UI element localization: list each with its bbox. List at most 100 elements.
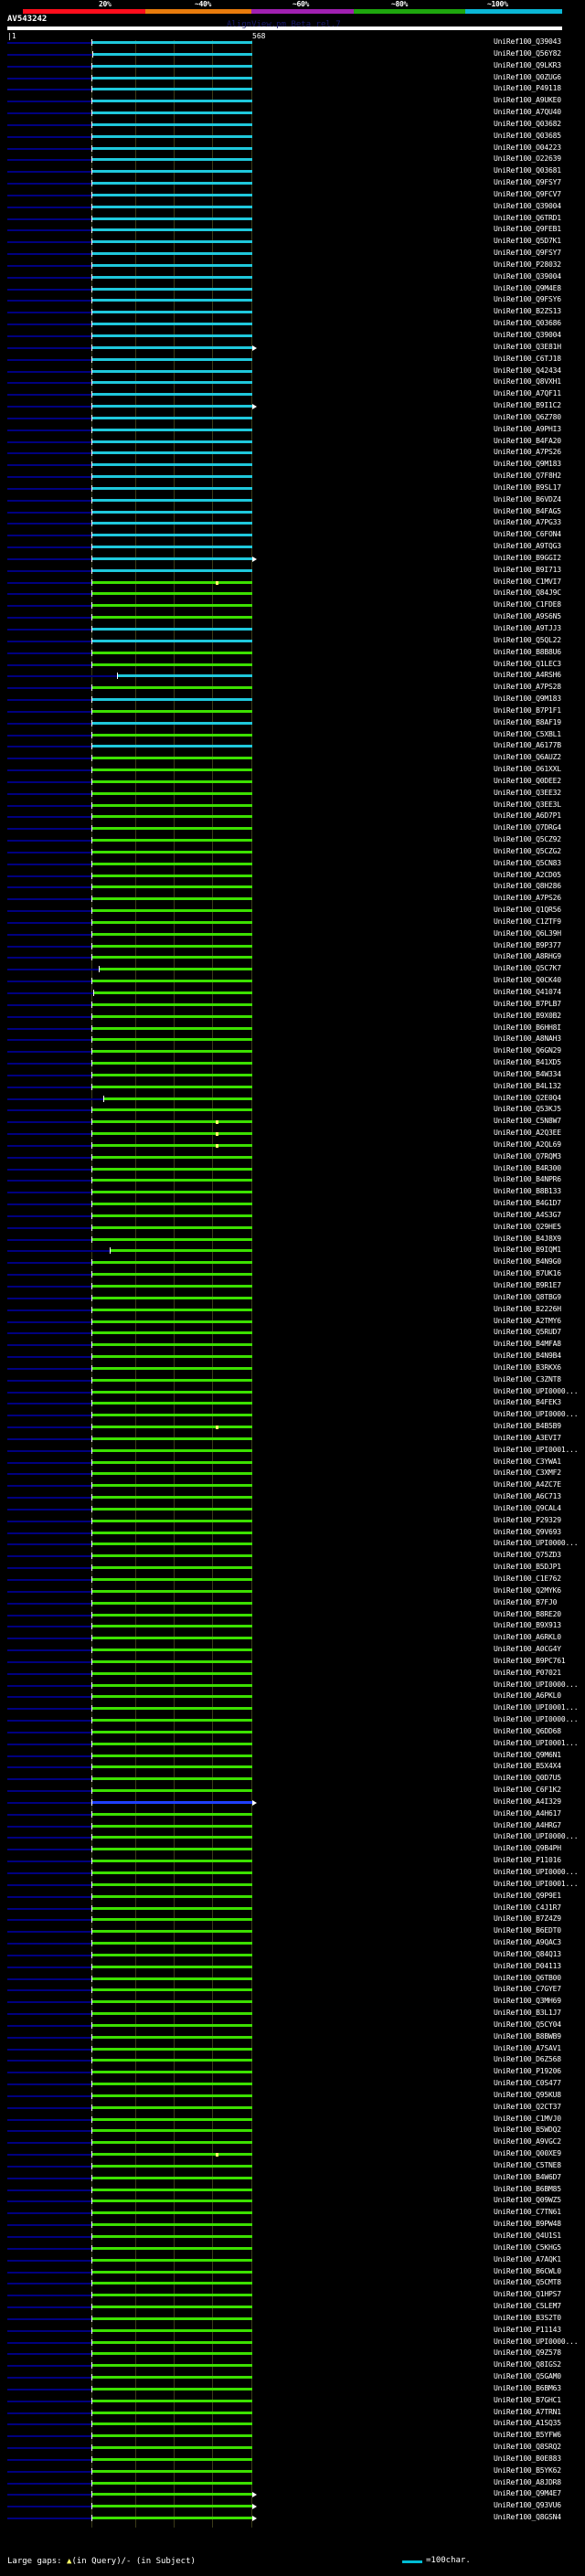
hsp-bar[interactable] [91,2328,252,2332]
hit-row[interactable]: UniRef100_Q1LEC3 [0,659,585,674]
hit-accession-label[interactable]: UniRef100_C6FON4 [494,530,561,539]
hit-accession-label[interactable]: UniRef100_Q5C7K7 [494,964,561,973]
hit-row[interactable]: UniRef100_Q5GAM0 [0,2373,585,2387]
hsp-bar[interactable] [91,1402,252,1405]
hit-row[interactable]: UniRef100_Q42434 [0,366,585,381]
hit-accession-label[interactable]: UniRef100_B7Z4Z9 [494,1914,561,1924]
hit-accession-label[interactable]: UniRef100_Q2E0Q4 [494,1093,561,1102]
hit-accession-label[interactable]: UniRef100_A9S6N5 [494,612,561,621]
hit-row[interactable]: UniRef100_A6D7P1 [0,812,585,826]
hit-row[interactable]: UniRef100_B4NPR6 [0,1176,585,1190]
hit-accession-label[interactable]: UniRef100_A9TQG3 [494,542,561,551]
hit-accession-label[interactable]: UniRef100_Q5QL22 [494,635,561,644]
hsp-bar[interactable] [91,1542,252,1546]
hsp-bar[interactable] [91,1237,252,1241]
hit-accession-label[interactable]: UniRef100_D6Z568 [494,2055,561,2064]
hit-accession-label[interactable]: UniRef100_B6BM85 [494,2184,561,2193]
hit-accession-label[interactable]: UniRef100_Q9FSY7 [494,178,561,187]
hsp-bar[interactable] [91,2083,252,2086]
hsp-bar[interactable] [91,956,252,959]
hit-accession-label[interactable]: UniRef100_B9R1E7 [494,1281,561,1289]
hit-accession-label[interactable]: UniRef100_Q1LEC3 [494,659,561,668]
hit-row[interactable]: UniRef100_UPI0001... [0,1880,585,1894]
hit-row[interactable]: UniRef100_P29329 [0,1516,585,1531]
hsp-bar[interactable] [91,839,252,843]
hit-accession-label[interactable]: UniRef100_A4HRG7 [494,1820,561,1829]
hit-accession-label[interactable]: UniRef100_Q2CT37 [494,2102,561,2111]
hit-accession-label[interactable]: UniRef100_A7PS28 [494,683,561,692]
hit-accession-label[interactable]: UniRef100_Q6TRD1 [494,213,561,222]
hit-accession-label[interactable]: UniRef100_B5DJP1 [494,1563,561,1572]
hit-accession-label[interactable]: UniRef100_Q1QR56 [494,906,561,915]
hsp-bar[interactable] [91,1942,252,1945]
hit-row[interactable]: UniRef100_D6Z568 [0,2055,585,2070]
hit-row[interactable]: UniRef100_Q9M4E8 [0,284,585,299]
hit-row[interactable]: UniRef100_A9TQG3 [0,542,585,557]
hit-accession-label[interactable]: UniRef100_C7TN61 [494,2208,561,2217]
hit-row[interactable]: UniRef100_O22639 [0,155,585,169]
hit-accession-label[interactable]: UniRef100_A6C713 [494,1492,561,1501]
hit-row[interactable]: UniRef100_Q7RQM3 [0,1152,585,1167]
hit-accession-label[interactable]: UniRef100_B41XD5 [494,1058,561,1067]
hit-row[interactable]: UniRef100_B4FA20 [0,437,585,451]
hit-row[interactable]: UniRef100_P19206 [0,2068,585,2082]
hit-row[interactable]: UniRef100_UPI0000... [0,1680,585,1695]
hit-accession-label[interactable]: UniRef100_Q9FEB1 [494,225,561,234]
hit-row[interactable]: UniRef100_Q5CZ92 [0,836,585,850]
hsp-bar[interactable] [91,2316,252,2320]
hit-row[interactable]: UniRef100_C7GYE7 [0,1986,585,1999]
hit-accession-label[interactable]: UniRef100_D04113 [494,1961,561,1970]
hsp-bar[interactable] [91,1789,252,1793]
hsp-bar[interactable] [91,1414,252,1417]
hit-accession-label[interactable]: UniRef100_UPI0000... [494,1832,579,1841]
hit-accession-label[interactable]: UniRef100_B9X913 [494,1621,561,1630]
hit-row[interactable]: UniRef100_Q6TRD1 [0,213,585,228]
hsp-bar[interactable] [91,2117,252,2121]
hit-accession-label[interactable]: UniRef100_B4R300 [494,1163,561,1172]
hit-accession-label[interactable]: UniRef100_Q8TBG9 [494,1292,561,1301]
hit-row[interactable]: UniRef100_B41XD5 [0,1058,585,1073]
hsp-bar[interactable] [91,1167,252,1171]
hit-row[interactable]: UniRef100_B4J8X9 [0,1235,585,1249]
hit-accession-label[interactable]: UniRef100_UPI0000... [494,1539,579,1548]
hit-accession-label[interactable]: UniRef100_B5X4X4 [494,1762,561,1771]
hit-accession-label[interactable]: UniRef100_Q03682 [494,119,561,128]
hit-row[interactable]: UniRef100_Q39043 [0,38,585,52]
hit-row[interactable]: UniRef100_B8RE20 [0,1610,585,1625]
hsp-bar[interactable] [91,263,252,267]
hit-row[interactable]: UniRef100_B7FJ0 [0,1598,585,1613]
hit-row[interactable]: UniRef100_C1MVI7 [0,578,585,592]
hit-row[interactable]: UniRef100_C1FDE8 [0,601,585,615]
hsp-bar[interactable] [91,1225,252,1229]
hit-row[interactable]: UniRef100_A4ZC7E [0,1481,585,1495]
hit-row[interactable]: UniRef100_Q75ZD3 [0,1552,585,1565]
hsp-bar[interactable] [91,779,252,783]
hit-row[interactable]: UniRef100_Q6Z780 [0,413,585,428]
hit-accession-label[interactable]: UniRef100_Q7F8H2 [494,472,561,481]
hsp-bar[interactable] [91,769,252,772]
hit-row[interactable]: UniRef100_A9S6N5 [0,612,585,627]
hit-row[interactable]: UniRef100_B6BM85 [0,2184,585,2200]
hit-accession-label[interactable]: UniRef100_Q8VXH1 [494,377,561,387]
hsp-bar[interactable] [91,1203,252,1206]
hit-accession-label[interactable]: UniRef100_Q9M183 [494,694,561,704]
hit-accession-label[interactable]: UniRef100_A6PKL0 [494,1691,561,1701]
hsp-bar[interactable] [91,381,252,385]
hit-row[interactable]: UniRef100_P11016 [0,1857,585,1871]
hsp-bar[interactable] [91,170,252,174]
hit-row[interactable]: UniRef100_C5KHG5 [0,2243,585,2258]
hsp-bar[interactable] [91,1155,252,1159]
hit-row[interactable]: UniRef100_A6177B [0,742,585,756]
hsp-bar[interactable] [91,1296,252,1299]
hit-accession-label[interactable]: UniRef100_A7QU40 [494,108,561,117]
hit-accession-label[interactable]: UniRef100_A2Q3EE [494,1129,561,1138]
hsp-bar[interactable] [91,1378,252,1382]
hit-row[interactable]: UniRef100_B9P377 [0,941,585,956]
hsp-bar[interactable] [91,1707,252,1711]
hsp-bar[interactable] [91,100,252,103]
hit-accession-label[interactable]: UniRef100_C0S477 [494,2079,561,2088]
hsp-bar[interactable] [91,944,252,948]
hit-accession-label[interactable]: UniRef100_UPI0001... [494,1445,579,1454]
hsp-bar[interactable] [103,1097,252,1100]
hit-row[interactable]: UniRef100_A0CG4Y [0,1646,585,1659]
